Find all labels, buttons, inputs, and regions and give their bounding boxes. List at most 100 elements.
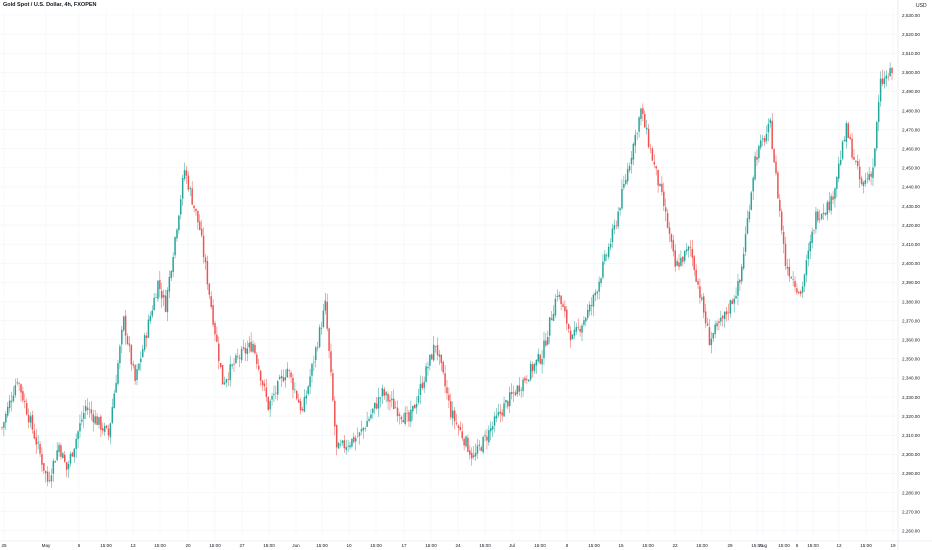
candle-up	[807, 250, 810, 259]
candle-down	[1, 427, 3, 428]
candle-up	[640, 108, 642, 119]
candle-down	[353, 436, 355, 443]
candle-down	[566, 309, 568, 324]
candle-up	[50, 475, 53, 482]
candle-up	[54, 461, 56, 463]
candle-down	[296, 391, 298, 399]
candle-up	[3, 422, 5, 428]
candle-up	[843, 139, 846, 142]
candle-down	[197, 210, 199, 223]
x-tick-label: May	[42, 543, 51, 548]
candle-up	[552, 313, 555, 321]
candle-down	[202, 235, 205, 258]
x-tick-label: 25	[1, 543, 7, 548]
candle-down	[393, 398, 395, 410]
candle-up	[573, 329, 576, 336]
candle-up	[269, 400, 271, 410]
candle-down	[25, 403, 28, 415]
candle-down	[817, 211, 819, 221]
candle-down	[455, 422, 458, 424]
candle-up	[423, 381, 425, 388]
candle-up	[307, 386, 309, 394]
x-tick-label: Jul	[509, 543, 515, 548]
candle-down	[514, 392, 517, 396]
candle-up	[626, 169, 629, 182]
candle-up	[313, 361, 315, 363]
candle-down	[725, 311, 728, 315]
candle-down	[436, 345, 439, 356]
candle-down	[90, 409, 93, 414]
candle-up	[801, 286, 804, 293]
candle-up	[585, 317, 587, 322]
candle-up	[868, 174, 870, 180]
x-tick-label: 6	[78, 543, 81, 548]
candle-down	[257, 365, 260, 370]
candle-down	[661, 183, 663, 192]
candle-up	[84, 405, 87, 412]
candle-down	[263, 383, 266, 387]
x-tick-label: 15:00	[807, 543, 819, 548]
candle-up	[659, 183, 661, 187]
y-tick-label: 2,370.00	[902, 318, 920, 323]
y-tick-label: 2,340.00	[902, 376, 920, 381]
candle-down	[727, 312, 730, 314]
candle-up	[12, 395, 15, 402]
candle-down	[421, 383, 424, 389]
candle-up	[347, 446, 349, 447]
y-tick-label: 2,290.00	[902, 471, 920, 476]
candle-down	[389, 400, 391, 402]
candle-up	[322, 310, 325, 328]
candle-up	[98, 417, 100, 425]
candle-down	[663, 191, 665, 207]
candle-up	[592, 294, 595, 307]
candle-up	[820, 214, 823, 219]
candle-up	[729, 300, 732, 314]
candle-down	[330, 351, 332, 373]
candle-up	[248, 342, 250, 348]
candle-up	[723, 312, 726, 320]
candle-up	[153, 297, 155, 311]
candle-up	[111, 407, 114, 423]
candle-down	[851, 138, 853, 158]
candle-up	[67, 463, 70, 469]
y-tick-label: 2,480.00	[902, 108, 920, 113]
candle-down	[731, 300, 734, 305]
x-tick-label: 15:00	[696, 543, 708, 548]
candle-up	[305, 395, 308, 399]
candle-up	[701, 297, 703, 300]
candle-up	[750, 192, 753, 210]
candle-up	[354, 438, 357, 442]
candle-up	[337, 442, 340, 449]
candle-down	[790, 277, 792, 279]
candle-down	[670, 234, 673, 242]
candle-down	[855, 160, 857, 162]
candle-up	[548, 317, 551, 336]
candle-up	[240, 348, 243, 361]
candle-up	[741, 266, 743, 282]
x-tick-label: 13	[130, 543, 136, 548]
candle-up	[541, 359, 543, 365]
candle-up	[174, 237, 176, 256]
candle-up	[472, 455, 475, 458]
candle-up	[617, 211, 619, 227]
candle-up	[77, 431, 79, 440]
candle-up	[385, 392, 387, 396]
candle-down	[297, 399, 300, 403]
candle-up	[874, 148, 876, 167]
candle-up	[122, 316, 125, 331]
candle-down	[431, 354, 433, 360]
candle-down	[651, 148, 654, 161]
candle-down	[706, 323, 709, 326]
candle-down	[446, 387, 448, 394]
chart-title: Gold Spot / U.S. Dollar, 4h, FXOPEN	[3, 2, 97, 8]
candle-down	[214, 322, 216, 335]
candle-up	[598, 281, 600, 292]
candle-up	[136, 369, 138, 381]
candle-up	[223, 382, 226, 385]
candle-up	[594, 292, 597, 296]
candle-down	[457, 425, 460, 428]
candle-down	[478, 444, 481, 446]
candle-up	[495, 415, 498, 419]
